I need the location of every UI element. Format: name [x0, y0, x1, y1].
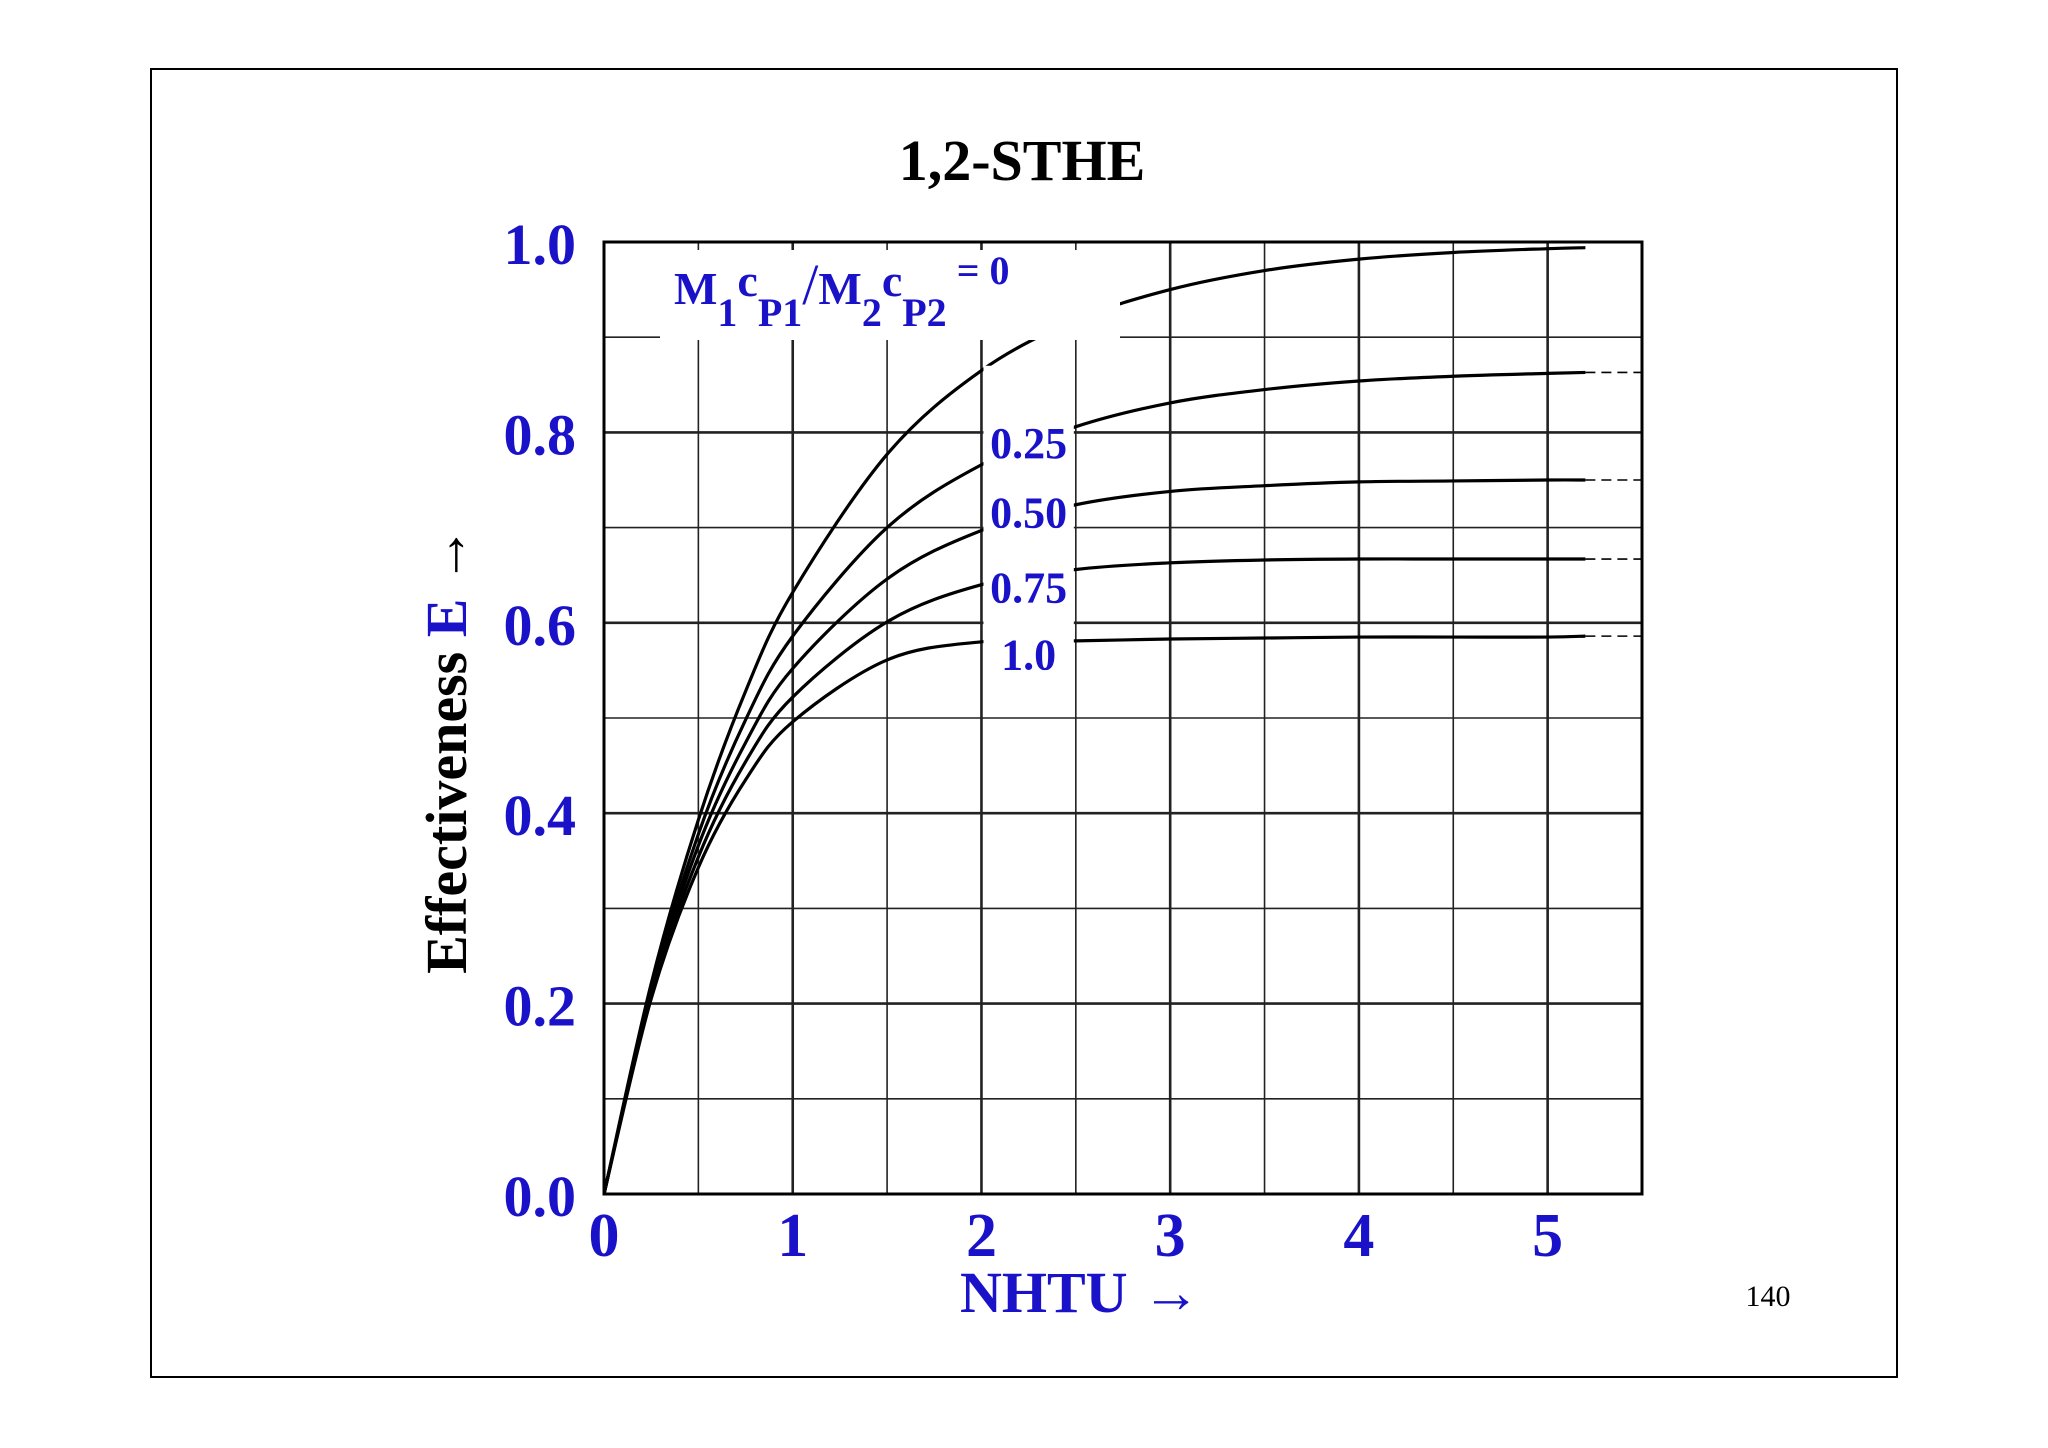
chart-title: 1,2-STHE [899, 128, 1146, 193]
tick-labels: 0.0 0.2 0.4 0.6 0.8 1.0 0 1 2 3 4 5 [504, 212, 1564, 1270]
y-tick-label: 0.0 [504, 1164, 577, 1229]
x-tick-label: 3 [1155, 1202, 1186, 1270]
series-line-1 [602, 370, 1586, 1195]
legend-mask [660, 250, 1120, 340]
x-tick-label: 1 [777, 1202, 808, 1270]
x-tick-label: 2 [966, 1202, 997, 1270]
series-line-0 [602, 246, 1586, 1195]
y-tick-label: 1.0 [504, 212, 577, 277]
y-tick-label: 0.4 [504, 783, 577, 848]
series-line-2 [602, 478, 1586, 1195]
legend-title: M1cP1/M2cP2 = 0 [674, 248, 1009, 335]
curve-label-mask [983, 365, 1074, 661]
series-line-4 [602, 634, 1586, 1195]
curve-label-3: 0.75 [990, 564, 1067, 613]
y-tick-label: 0.8 [504, 402, 577, 467]
curve-labels: 0.25 0.50 0.75 1.0 [990, 419, 1067, 679]
series-line-3 [602, 557, 1586, 1195]
x-tick-label: 4 [1343, 1202, 1374, 1270]
plot-border [602, 240, 1644, 1196]
curves [602, 246, 1642, 1195]
grid [602, 240, 1644, 1196]
label-masks [660, 250, 1120, 661]
x-tick-label: 0 [589, 1202, 620, 1270]
y-axis-label: Effectiveness E → [414, 526, 479, 974]
page-number: 140 [1746, 1280, 1791, 1313]
curve-label-4: 1.0 [1001, 630, 1056, 679]
slide-frame [150, 68, 1898, 1378]
curve-label-1: 0.25 [990, 419, 1067, 468]
x-tick-label: 5 [1532, 1202, 1563, 1270]
y-tick-label: 0.2 [504, 974, 577, 1039]
y-tick-label: 0.6 [504, 593, 577, 658]
x-axis-label: NHTU → [960, 1260, 1200, 1325]
curve-label-2: 0.50 [990, 488, 1067, 537]
